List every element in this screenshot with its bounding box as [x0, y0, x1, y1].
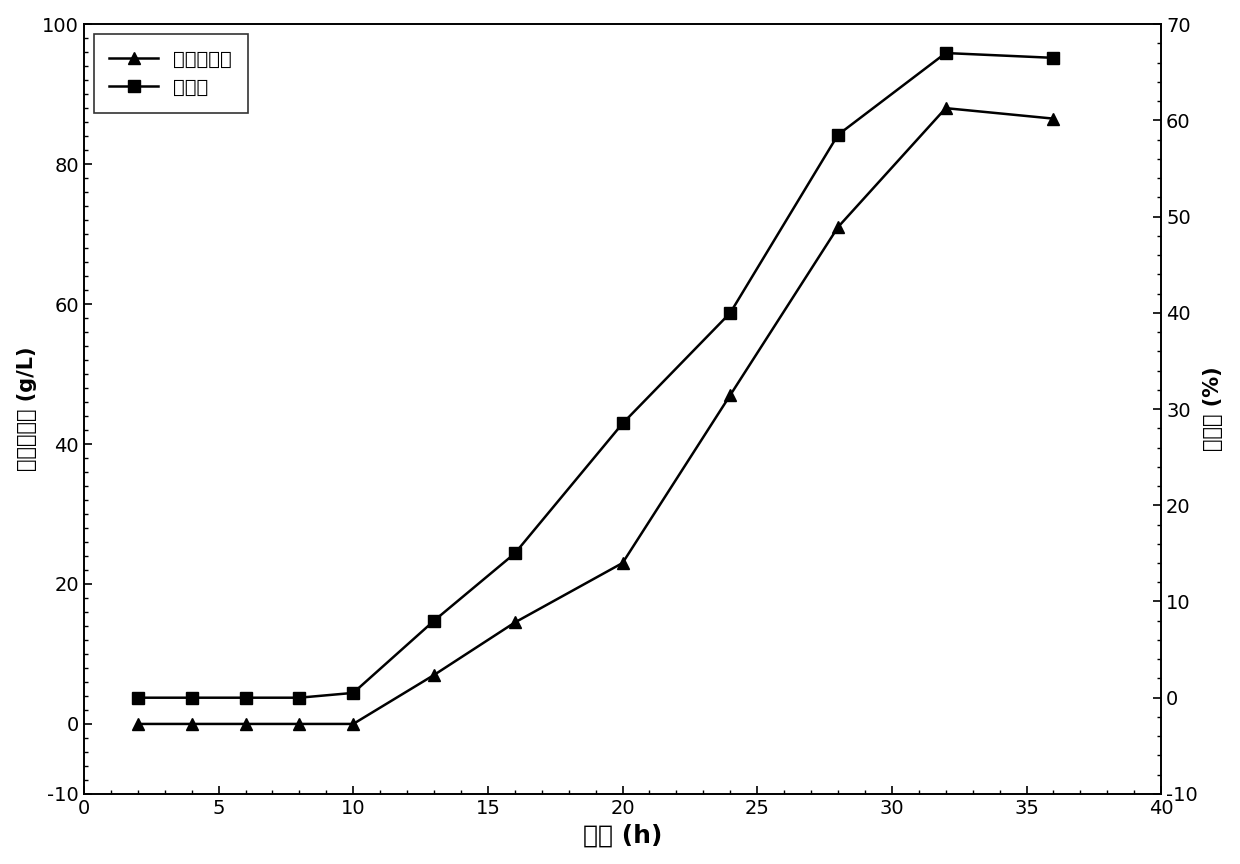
转化率	[291, 693, 306, 703]
海藻糖浓度	[939, 103, 954, 113]
海藻糖浓度	[723, 390, 738, 400]
Legend: 海藻糖浓度, 转化率: 海藻糖浓度, 转化率	[94, 34, 248, 112]
X-axis label: 时间 (h): 时间 (h)	[583, 823, 662, 848]
转化率	[1047, 53, 1061, 63]
海藻糖浓度	[346, 719, 361, 729]
海藻糖浓度	[238, 719, 253, 729]
转化率	[831, 130, 846, 140]
转化率	[427, 615, 441, 626]
海藻糖浓度	[507, 617, 522, 627]
转化率	[939, 48, 954, 58]
转化率	[130, 693, 145, 703]
转化率	[507, 548, 522, 558]
转化率	[346, 688, 361, 698]
海藻糖浓度	[1047, 113, 1061, 124]
海藻糖浓度	[615, 558, 630, 569]
海藻糖浓度	[185, 719, 200, 729]
Y-axis label: 海藻糖浓度 (g/L): 海藻糖浓度 (g/L)	[16, 346, 37, 471]
海藻糖浓度	[291, 719, 306, 729]
Line: 转化率: 转化率	[133, 48, 1059, 703]
转化率	[238, 693, 253, 703]
Y-axis label: 转化率 (%): 转化率 (%)	[1203, 366, 1224, 451]
Line: 海藻糖浓度: 海藻糖浓度	[133, 103, 1059, 729]
海藻糖浓度	[130, 719, 145, 729]
海藻糖浓度	[427, 670, 441, 680]
转化率	[723, 308, 738, 318]
转化率	[185, 693, 200, 703]
海藻糖浓度	[831, 222, 846, 232]
转化率	[615, 418, 630, 429]
